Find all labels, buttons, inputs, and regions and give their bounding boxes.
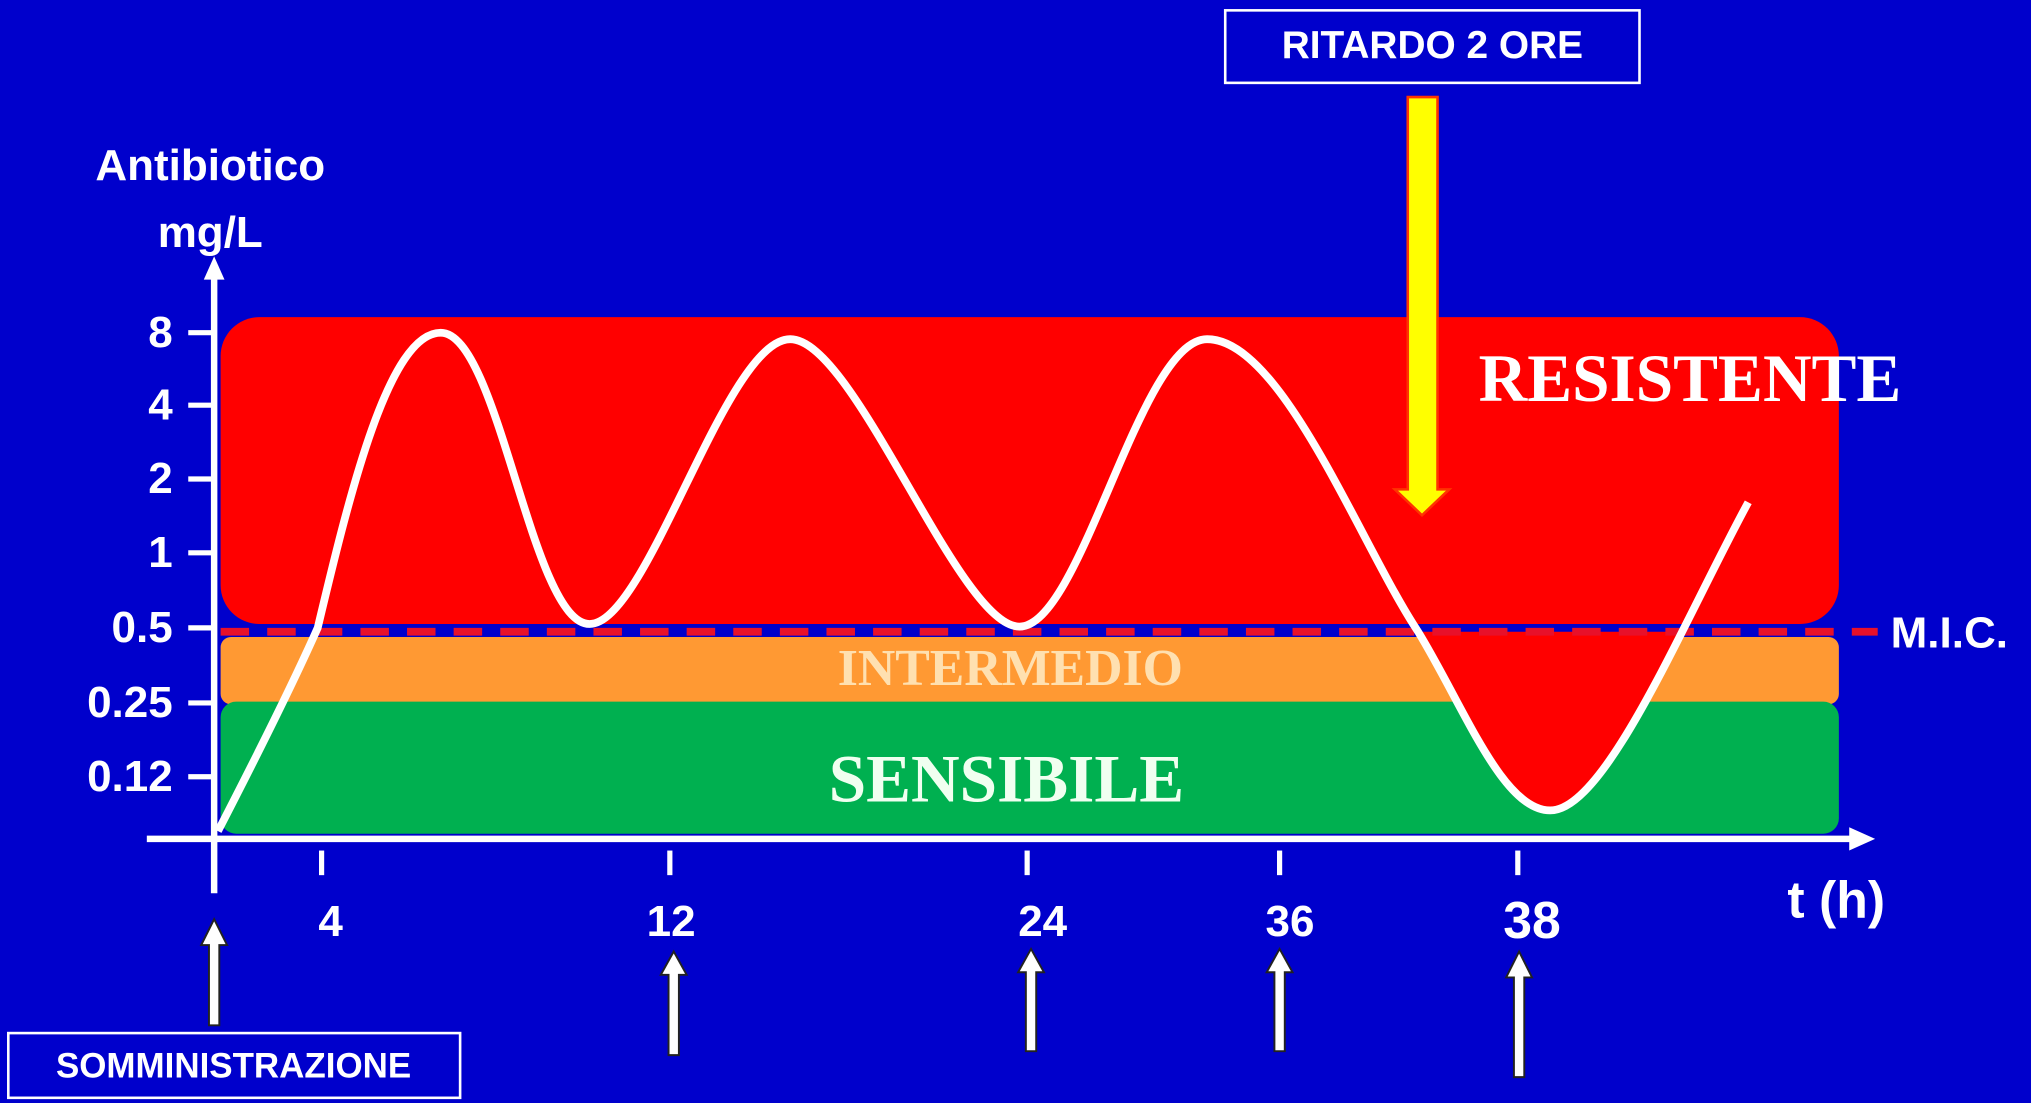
y-tick-label: 1 (148, 528, 172, 577)
y-tick-label: 0.25 (87, 678, 173, 727)
administration-label: SOMMINISTRAZIONE (56, 1046, 411, 1085)
resistant-label: RESISTENTE (1479, 341, 1902, 416)
administration-box (7, 1031, 462, 1100)
x-axis-arrow (1849, 827, 1876, 851)
delay-box (1223, 9, 1641, 85)
y-axis-label: Antibiotico (95, 141, 325, 190)
mic-label: M.I.C. (1891, 608, 2008, 657)
x-tick-label: 4 (318, 897, 343, 946)
concentration-curve (214, 328, 1752, 833)
x-tick-label: 36 (1265, 897, 1314, 946)
x-tick-label: 24 (1018, 897, 1067, 946)
y-tick-label: 0.5 (112, 603, 173, 652)
y-ticks (188, 330, 215, 780)
y-tick-label: 0.12 (87, 752, 173, 801)
delay-label: RITARDO 2 ORE (1282, 24, 1583, 67)
y-tick-label: 2 (148, 454, 172, 503)
x-tick-label: 38 (1503, 891, 1561, 949)
x-axis-label: t (h) (1787, 870, 1885, 928)
x-tick-label: 12 (647, 897, 696, 946)
dose-arrows (199, 916, 1534, 1079)
sensitive-zone (220, 701, 1839, 834)
y-axis-label: mg/L (158, 208, 263, 257)
x-ticks (319, 850, 1521, 876)
y-axis-arrow (203, 256, 225, 280)
sensitive-label: SENSIBILE (829, 741, 1184, 816)
intermediate-label: INTERMEDIO (838, 640, 1183, 697)
y-tick-label: 4 (148, 380, 173, 429)
y-tick-label: 8 (148, 308, 172, 357)
delay-arrow (1391, 95, 1453, 518)
resistance-dip (1418, 631, 1684, 811)
